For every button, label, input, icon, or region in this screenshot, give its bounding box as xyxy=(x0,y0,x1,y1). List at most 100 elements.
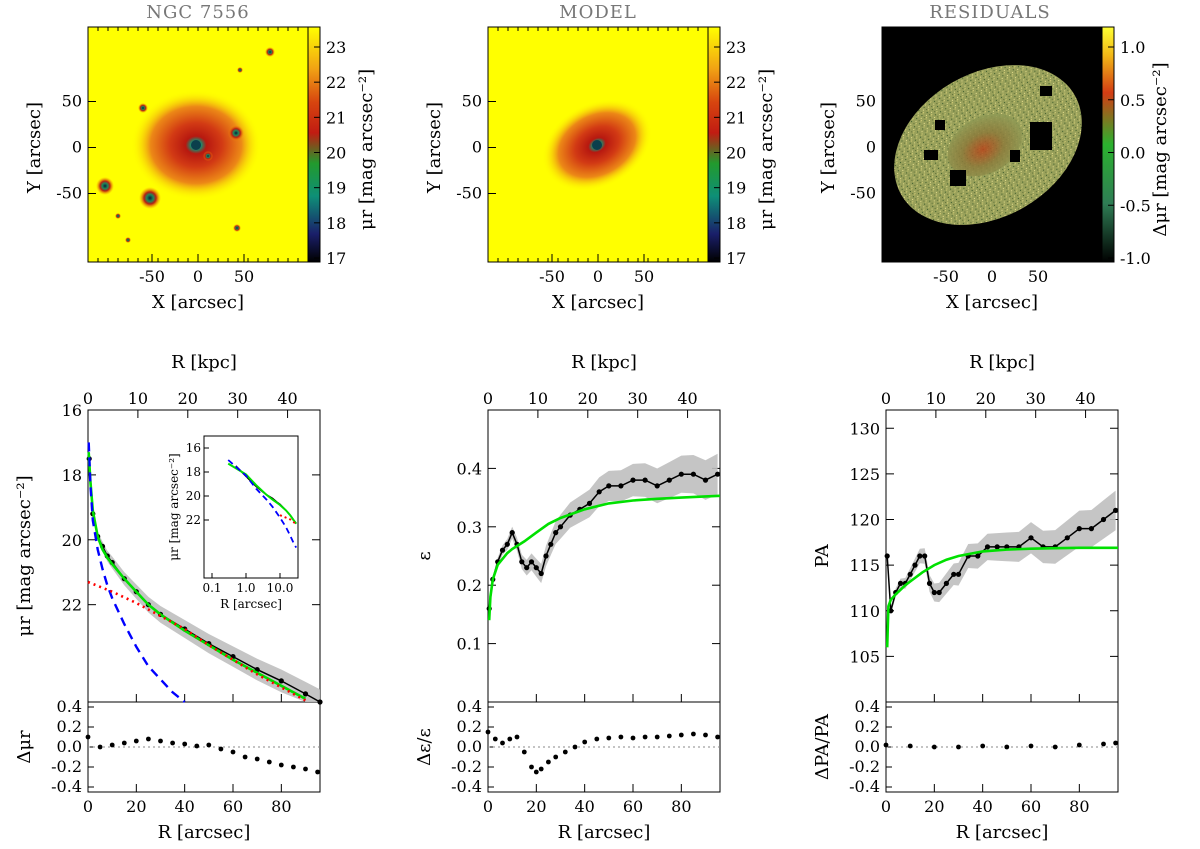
residuals-colorbar xyxy=(1101,26,1115,263)
y-tick-label: 50 xyxy=(462,92,482,111)
residual-point xyxy=(666,733,672,739)
top-x-tick-label: 0 xyxy=(83,389,93,408)
residual-point xyxy=(582,739,588,745)
inset-x-tick-label: 1.0 xyxy=(236,581,255,595)
y-tick-label: 115 xyxy=(849,556,880,575)
masked-region xyxy=(924,150,938,160)
x-tick-label: 40 xyxy=(574,797,594,816)
colorbar-tick-label: 22 xyxy=(726,73,746,92)
data-point xyxy=(907,571,913,577)
data-point xyxy=(519,559,525,565)
top-x-tick-label: 30 xyxy=(1025,389,1045,408)
x-tick-label: 40 xyxy=(972,797,992,816)
masked-region xyxy=(950,170,966,186)
residual-y-tick-label: 0.0 xyxy=(457,737,482,756)
data-point xyxy=(654,483,660,489)
residual-point xyxy=(206,742,212,748)
data-point xyxy=(897,580,904,587)
colorbar-tick-label: 21 xyxy=(726,108,746,127)
residual-point xyxy=(121,740,127,746)
residual-point xyxy=(1028,743,1034,749)
colorbar-tick-label: 20 xyxy=(326,144,346,163)
y-axis-title: Y [arcsec] xyxy=(424,102,445,194)
top-x-tick-label: 0 xyxy=(881,389,891,408)
data-point xyxy=(926,580,933,587)
residual-y-axis-title: Δμr xyxy=(14,730,35,764)
star xyxy=(138,103,148,113)
top-x-tick-label: 20 xyxy=(578,389,598,408)
residual-point xyxy=(546,759,551,765)
residual-point xyxy=(158,738,163,744)
residual-point xyxy=(182,741,188,747)
inset-line-total-fit xyxy=(227,462,297,525)
colorbar-tick-label: 0.0 xyxy=(1120,144,1145,163)
residual-point xyxy=(170,740,176,746)
y-tick-label: 0.1 xyxy=(457,635,482,654)
series-line-model-fit xyxy=(487,494,721,621)
residual-y-tick-label: -0.2 xyxy=(451,757,482,776)
residual-y-tick-label: 0.2 xyxy=(57,717,82,736)
inset-y-tick-label: 22 xyxy=(186,513,201,527)
residual-point xyxy=(218,746,224,752)
model-core xyxy=(592,140,602,150)
inset-y-tick-label: 16 xyxy=(186,441,201,455)
x-tick-label: -50 xyxy=(139,267,165,286)
y-tick-label: 120 xyxy=(849,511,880,530)
residual-point xyxy=(1076,742,1082,748)
residual-y-tick-label: 0.0 xyxy=(855,737,880,756)
x-tick-label: 20 xyxy=(924,797,944,816)
residual-point xyxy=(529,764,534,770)
residual-point xyxy=(146,736,151,742)
y-tick-label: 130 xyxy=(849,419,880,438)
x-tick-label: 60 xyxy=(1021,797,1041,816)
panel-title-residuals: RESIDUALS xyxy=(929,2,1050,23)
inset-x-axis-title: R [arcsec] xyxy=(220,597,282,611)
star xyxy=(228,125,244,141)
data-point xyxy=(943,580,950,587)
colorbar-label: Δμr [mag arcsec⁻²] xyxy=(1150,62,1171,236)
y-tick-label: 0.4 xyxy=(457,459,482,478)
y-tick-label: 20 xyxy=(62,531,82,550)
panel-title-galaxy: NGC 7556 xyxy=(146,2,249,23)
series-line-model-fit xyxy=(885,546,1118,648)
y-tick-label: 18 xyxy=(62,466,82,485)
data-point xyxy=(1076,526,1082,532)
residual-point xyxy=(507,736,513,742)
image-galaxy-panel: NGC 7556 xyxy=(87,2,321,263)
x-tick-label: 0 xyxy=(987,267,997,286)
colorbar-tick-label: 18 xyxy=(726,214,746,233)
star xyxy=(203,151,213,161)
residual-point xyxy=(980,743,986,749)
data-point xyxy=(1028,535,1034,541)
residual-point xyxy=(1004,744,1010,750)
residual-point xyxy=(956,744,961,750)
star xyxy=(139,187,161,209)
colorbar-tick-label: 21 xyxy=(326,108,346,127)
x-tick-label: 0 xyxy=(881,797,891,816)
residual-point xyxy=(907,743,913,749)
inset-line-bulge xyxy=(227,459,297,549)
y-tick-label: -50 xyxy=(850,184,876,203)
residual-point xyxy=(1052,744,1058,750)
inset-y-tick-label: 18 xyxy=(186,465,201,479)
error-band xyxy=(887,490,1116,615)
top-x-tick-label: 20 xyxy=(178,389,198,408)
y-tick-label: 110 xyxy=(849,602,880,621)
data-point xyxy=(975,553,981,559)
colorbar-tick-label: -0.5 xyxy=(1120,196,1151,215)
x-tick-label: 80 xyxy=(271,797,291,816)
y-tick-label: 0.2 xyxy=(457,576,482,595)
x-tick-label: 50 xyxy=(634,267,654,286)
residual-y-tick-label: -0.2 xyxy=(849,757,880,776)
y-tick-label: 105 xyxy=(849,647,880,666)
colorbar-tick-label: 23 xyxy=(726,38,746,57)
residual-point xyxy=(703,732,708,738)
y-tick-label: 0 xyxy=(472,138,482,157)
data-point xyxy=(302,691,309,697)
residual-y-tick-label: 0.2 xyxy=(457,717,482,736)
inset-x-tick-label: 10.0 xyxy=(267,581,294,595)
top-x-tick-label: 30 xyxy=(627,389,647,408)
star xyxy=(115,213,121,219)
residual-point xyxy=(97,744,103,750)
data-point xyxy=(1113,507,1119,513)
